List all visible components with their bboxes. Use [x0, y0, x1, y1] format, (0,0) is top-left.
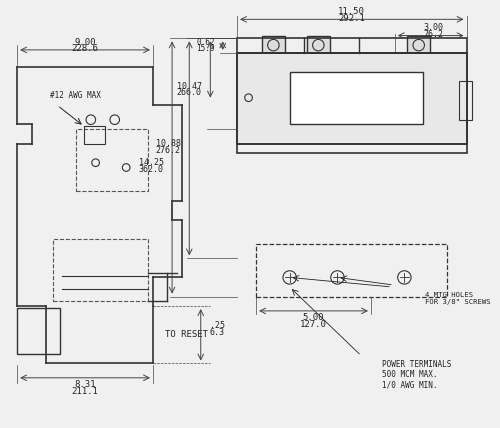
Text: 127.0: 127.0	[300, 320, 327, 329]
Text: 9.00: 9.00	[74, 38, 96, 47]
Bar	[237, 53, 466, 144]
Text: 211.1: 211.1	[72, 386, 99, 396]
Text: 76.2: 76.2	[423, 30, 443, 39]
Text: 292.1: 292.1	[338, 14, 365, 23]
Bar	[307, 36, 330, 55]
Text: POWER TERMINALS
500 MCM MAX.
1/0 AWG MIN.: POWER TERMINALS 500 MCM MAX. 1/0 AWG MIN…	[382, 360, 452, 390]
Bar	[76, 129, 148, 191]
Bar	[256, 244, 448, 297]
Text: 10.88: 10.88	[156, 139, 180, 148]
Text: 276.2: 276.2	[156, 146, 180, 155]
Text: 266.0: 266.0	[177, 89, 202, 98]
Bar	[237, 39, 466, 53]
Text: .25: .25	[210, 321, 224, 330]
Bar	[84, 126, 105, 144]
Bar	[17, 308, 60, 354]
Text: 362.0: 362.0	[138, 165, 164, 174]
Bar	[237, 53, 466, 153]
Text: 8.31: 8.31	[74, 380, 96, 389]
Bar	[52, 239, 148, 301]
Bar	[237, 53, 466, 144]
Text: TO RESET: TO RESET	[165, 330, 208, 339]
Text: 3.00: 3.00	[423, 24, 443, 33]
Bar	[262, 36, 285, 55]
Bar	[459, 81, 472, 120]
Text: 6.3: 6.3	[210, 328, 224, 337]
Text: 228.6: 228.6	[72, 45, 99, 54]
Bar	[290, 72, 424, 125]
Text: 15.9: 15.9	[196, 45, 215, 54]
Text: 4 MTG HOLES
FOR 3/8" SCREWS: 4 MTG HOLES FOR 3/8" SCREWS	[426, 292, 491, 305]
Text: 5.00: 5.00	[303, 313, 324, 322]
Text: 14.25: 14.25	[138, 158, 164, 167]
Text: 10.47: 10.47	[177, 82, 202, 91]
Bar	[407, 36, 430, 55]
Text: 0.62: 0.62	[196, 38, 215, 47]
Text: #12 AWG MAX: #12 AWG MAX	[50, 91, 100, 100]
Text: 11.50: 11.50	[338, 7, 365, 16]
